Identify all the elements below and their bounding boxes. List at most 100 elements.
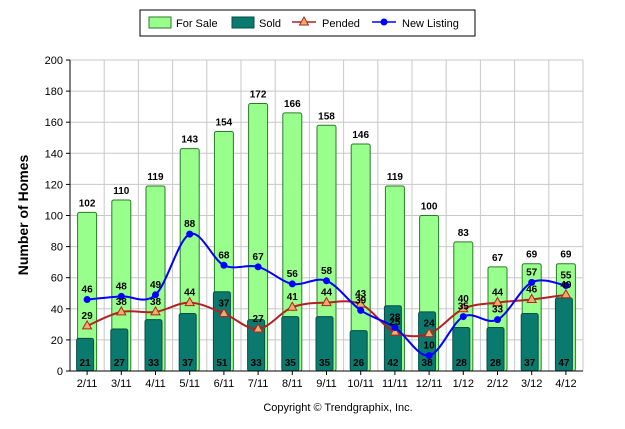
legend-marker-pended xyxy=(298,15,310,26)
legend: For Sale Sold Pended New Listing xyxy=(139,9,476,37)
new-listing-point xyxy=(288,280,296,288)
new-listing-point xyxy=(425,351,433,359)
pended-label: 27 xyxy=(253,314,265,325)
for-sale-label: 83 xyxy=(458,228,470,239)
legend-swatch-for-sale xyxy=(148,16,172,29)
sold-label: 35 xyxy=(319,358,331,369)
new-listing-label: 88 xyxy=(184,219,196,230)
pended-label: 40 xyxy=(458,294,470,305)
pended-label: 43 xyxy=(355,289,367,300)
y-tick-label: 20 xyxy=(51,335,63,347)
pended-label: 41 xyxy=(287,292,299,303)
x-axis: 2/11 3/11 4/11 5/11 6/11 7/11 8/11 9/11 10/11 11/… xyxy=(70,370,583,390)
sold-label: 27 xyxy=(114,358,126,369)
x-tick-label: 2/11 xyxy=(77,378,98,390)
pended-point xyxy=(492,296,503,307)
for-sale-label: 146 xyxy=(352,130,369,141)
y-tick-label: 100 xyxy=(45,211,63,223)
pended-point xyxy=(252,322,264,333)
pended-label: 46 xyxy=(526,284,538,295)
y-tick-label: 200 xyxy=(45,55,63,67)
legend-swatch-sold xyxy=(231,16,255,29)
pended-point xyxy=(184,296,196,307)
new-listing-point xyxy=(528,278,536,286)
new-listing-line xyxy=(83,230,570,359)
new-listing-point xyxy=(357,306,365,314)
sold-label: 42 xyxy=(387,358,399,369)
new-listing-label: 46 xyxy=(82,284,94,295)
new-listing-point xyxy=(152,291,159,299)
sold-label: 28 xyxy=(490,358,502,369)
sold-label: 21 xyxy=(80,358,92,369)
legend-marker-new-listing xyxy=(380,18,388,26)
sold-label: 33 xyxy=(148,358,160,369)
x-tick-label: 1/12 xyxy=(453,378,474,390)
pended-point xyxy=(389,326,401,336)
pended-label: 25 xyxy=(389,317,401,328)
for-sale-label: 100 xyxy=(421,202,438,213)
new-listing-label: 39 xyxy=(355,295,367,306)
sold-label: 37 xyxy=(182,358,194,369)
sold-label: 37 xyxy=(524,358,536,369)
pended-label: 37 xyxy=(218,298,230,309)
new-listing-point xyxy=(117,292,125,300)
x-tick-label: 12/11 xyxy=(416,378,443,390)
pended-line xyxy=(81,288,572,338)
new-listing-label: 48 xyxy=(116,281,128,292)
new-listing-point xyxy=(83,295,91,303)
for-sale-label: 154 xyxy=(216,118,233,129)
sold-label: 33 xyxy=(251,358,263,369)
pended-point xyxy=(560,288,572,299)
x-tick-label: 5/11 xyxy=(179,378,200,390)
pended-label: 49 xyxy=(560,280,572,291)
x-tick-label: 10/11 xyxy=(347,378,374,390)
new-listing-point xyxy=(186,230,194,238)
for-sale-label: 67 xyxy=(492,253,504,264)
x-tick-label: 2/12 xyxy=(487,378,508,390)
y-axis-title: Number of Homes xyxy=(15,155,31,276)
data-labels: 102 110 119 143 154 172 166 158 146 119 100 83 67 69 6… xyxy=(79,90,572,369)
sold-label: 51 xyxy=(216,358,228,369)
y-tick-label: 0 xyxy=(57,366,63,378)
new-listing-label: 68 xyxy=(218,250,230,261)
copyright-text: Copyright © Trendgraphix, Inc. xyxy=(263,402,412,414)
pended-label: 44 xyxy=(184,288,196,299)
new-listing-label: 28 xyxy=(389,312,401,323)
y-axis: 0 20 40 60 80 100 120 140 160 180 200 xyxy=(45,55,71,378)
for-sale-label: 119 xyxy=(387,172,404,183)
y-tick-label: 140 xyxy=(45,148,63,160)
pended-point xyxy=(81,319,93,330)
new-listing-label: 67 xyxy=(253,252,265,263)
for-sale-label: 69 xyxy=(526,250,538,261)
pended-label: 38 xyxy=(116,297,128,308)
pended-point xyxy=(321,296,332,307)
new-listing-point xyxy=(323,277,330,285)
pended-label: 38 xyxy=(150,297,162,308)
x-tick-label: 3/11 xyxy=(111,378,132,390)
new-listing-label: 55 xyxy=(560,270,572,281)
for-sale-label: 158 xyxy=(318,111,335,122)
new-listing-point xyxy=(254,263,262,271)
x-tick-label: 6/11 xyxy=(214,378,235,390)
for-sale-label: 69 xyxy=(560,250,572,261)
sold-label: 35 xyxy=(285,358,297,369)
pended-point xyxy=(286,301,298,311)
legend-label-new-listing: New Listing xyxy=(402,18,459,30)
new-listing-point xyxy=(459,313,467,321)
for-sale-label: 172 xyxy=(250,90,267,101)
pended-label: 44 xyxy=(321,288,333,299)
legend-label-sold: Sold xyxy=(259,18,281,30)
pended-point xyxy=(457,302,469,313)
sold-label: 28 xyxy=(456,358,468,369)
new-listing-label: 49 xyxy=(150,280,162,291)
legend-label-pended: Pended xyxy=(322,18,360,30)
pended-point xyxy=(218,307,230,317)
y-tick-label: 180 xyxy=(45,86,63,98)
new-listing-point xyxy=(391,323,399,331)
pended-point xyxy=(115,305,127,316)
new-listing-label: 35 xyxy=(458,302,470,313)
x-tick-label: 3/12 xyxy=(521,378,542,390)
sold-label: 47 xyxy=(558,358,570,369)
for-sale-label: 102 xyxy=(79,198,96,209)
sold-label: 26 xyxy=(353,358,365,369)
